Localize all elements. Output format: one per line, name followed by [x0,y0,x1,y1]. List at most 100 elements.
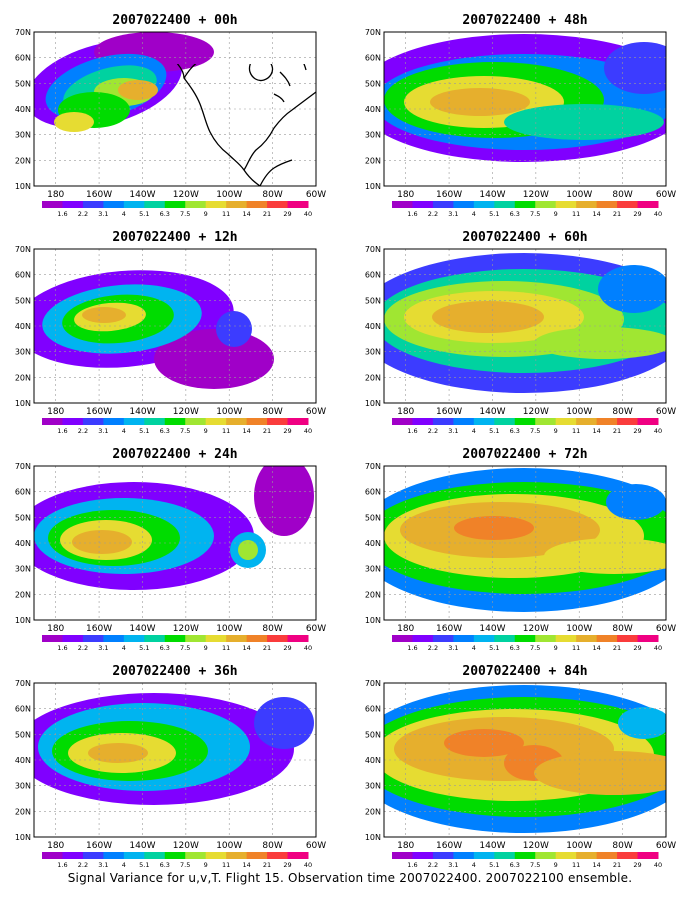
lat-tick-label: 40N [15,105,31,114]
colorbar-swatch [596,635,618,642]
lat-tick-label: 60N [15,488,31,497]
colorbar-swatch [82,418,104,425]
colorbar-swatch [392,201,413,208]
colorbar-swatch [82,635,104,642]
colorbar-label: 6.3 [510,644,520,652]
colorbar-label: 21 [263,644,271,652]
lon-tick-label: 60W [306,407,326,417]
map-panel: 2007022400 + 36h 70N 60N 50N 40N 30N 20N 10N 180… [15,664,326,869]
lat-tick-label: 40N [365,322,381,331]
colorbar-swatch [185,201,207,208]
lat-tick-label: 40N [15,539,31,548]
colorbar-swatch [596,418,618,425]
colorbar-swatch [267,852,289,859]
lat-tick-label: 40N [365,756,381,765]
lat-tick-label: 10N [365,833,381,842]
colorbar: 1.6 2.2 3.1 4 5.1 6.3 7.5 9 11 14 21 29 40 [42,635,312,652]
colorbar-swatch [617,418,639,425]
colorbar-label: 14 [242,644,250,652]
colorbar-label: 5.1 [139,644,149,652]
grid-lines [34,32,316,186]
colorbar-label: 11 [222,861,230,869]
lon-tick-label: 180 [397,407,414,417]
colorbar-swatch [246,852,268,859]
lon-tick-label: 160W [86,407,112,417]
lat-tick-label: 10N [365,182,381,191]
colorbar-label: 3.1 [448,861,458,869]
colorbar-swatch [226,635,248,642]
colorbar-label: 4 [122,644,126,652]
lat-tick-label: 20N [365,373,381,382]
colorbar-swatch [287,201,309,208]
colorbar-label: 6.3 [160,427,170,435]
colorbar-label: 2.2 [78,644,88,652]
colorbar-swatch [103,635,125,642]
lon-tick-label: 80W [262,407,282,417]
lon-tick-label: 160W [436,190,462,200]
lat-tick-label: 10N [15,833,31,842]
colorbar-label: 11 [572,427,580,435]
colorbar-label: 3.1 [98,861,108,869]
colorbar-swatch [535,852,557,859]
colorbar-label: 29 [633,644,641,652]
colorbar-swatch [637,418,659,425]
colorbar-label: 9 [554,427,558,435]
colorbar-swatch [205,852,227,859]
colorbar-label: 7.5 [180,210,190,218]
colorbar-label: 21 [613,427,621,435]
colorbar: 1.6 2.2 3.1 4 5.1 6.3 7.5 9 11 14 21 29 40 [392,852,662,869]
lon-tick-label: 80W [612,624,632,634]
lat-tick-label: 20N [365,590,381,599]
colorbar-swatch [287,852,309,859]
colorbar-label: 4 [472,644,476,652]
colorbar-label: 21 [263,427,271,435]
colorbar-label: 9 [554,210,558,218]
lat-tick-label: 60N [365,488,381,497]
lon-tick-label: 80W [612,190,632,200]
colorbar-label: 29 [283,644,291,652]
lon-tick-label: 120W [173,841,199,851]
colorbar-label: 29 [283,861,291,869]
colorbar-swatch [246,201,268,208]
panel-title: 2007022400 + 48h [462,13,587,28]
colorbar-label: 21 [263,210,271,218]
colorbar-label: 1.6 [57,644,67,652]
map-panel: 2007022400 + 24h 70N 60N 50N 40N 30N 20N 10N 180… [15,447,326,652]
colorbar-swatch [205,635,227,642]
colorbar-swatch [164,852,186,859]
map-frame [383,682,667,838]
colorbar-swatch [123,852,145,859]
colorbar-label: 1.6 [407,210,417,218]
colorbar-swatch [473,418,495,425]
colorbar-label: 5.1 [489,861,499,869]
grid-lines [384,32,666,186]
colorbar-swatch [494,201,516,208]
colorbar-swatch [412,852,434,859]
lat-tick-label: 30N [365,131,381,140]
colorbar-swatch [596,201,618,208]
lon-tick-label: 180 [47,190,64,200]
lon-tick-label: 140W [479,624,505,634]
colorbar-swatch [432,635,454,642]
colorbar-swatch [494,852,516,859]
colorbar-label: 3.1 [98,644,108,652]
lon-tick-label: 120W [523,190,549,200]
colorbar-label: 6.3 [510,427,520,435]
colorbar-swatch [123,201,145,208]
lat-tick-label: 30N [15,782,31,791]
colorbar-label: 40 [304,644,312,652]
colorbar-swatch [514,201,536,208]
colorbar-swatch [42,201,63,208]
lat-tick-label: 50N [365,513,381,522]
colorbar-label: 29 [633,210,641,218]
colorbar-label: 40 [654,427,662,435]
colorbar-label: 11 [222,644,230,652]
colorbar-label: 29 [633,861,641,869]
lat-tick-label: 30N [15,565,31,574]
lat-tick-label: 60N [15,54,31,63]
colorbar-swatch [62,201,84,208]
map-frame [383,31,667,187]
colorbar-swatch [617,635,639,642]
lat-tick-label: 70N [365,679,381,688]
colorbar-label: 3.1 [98,210,108,218]
